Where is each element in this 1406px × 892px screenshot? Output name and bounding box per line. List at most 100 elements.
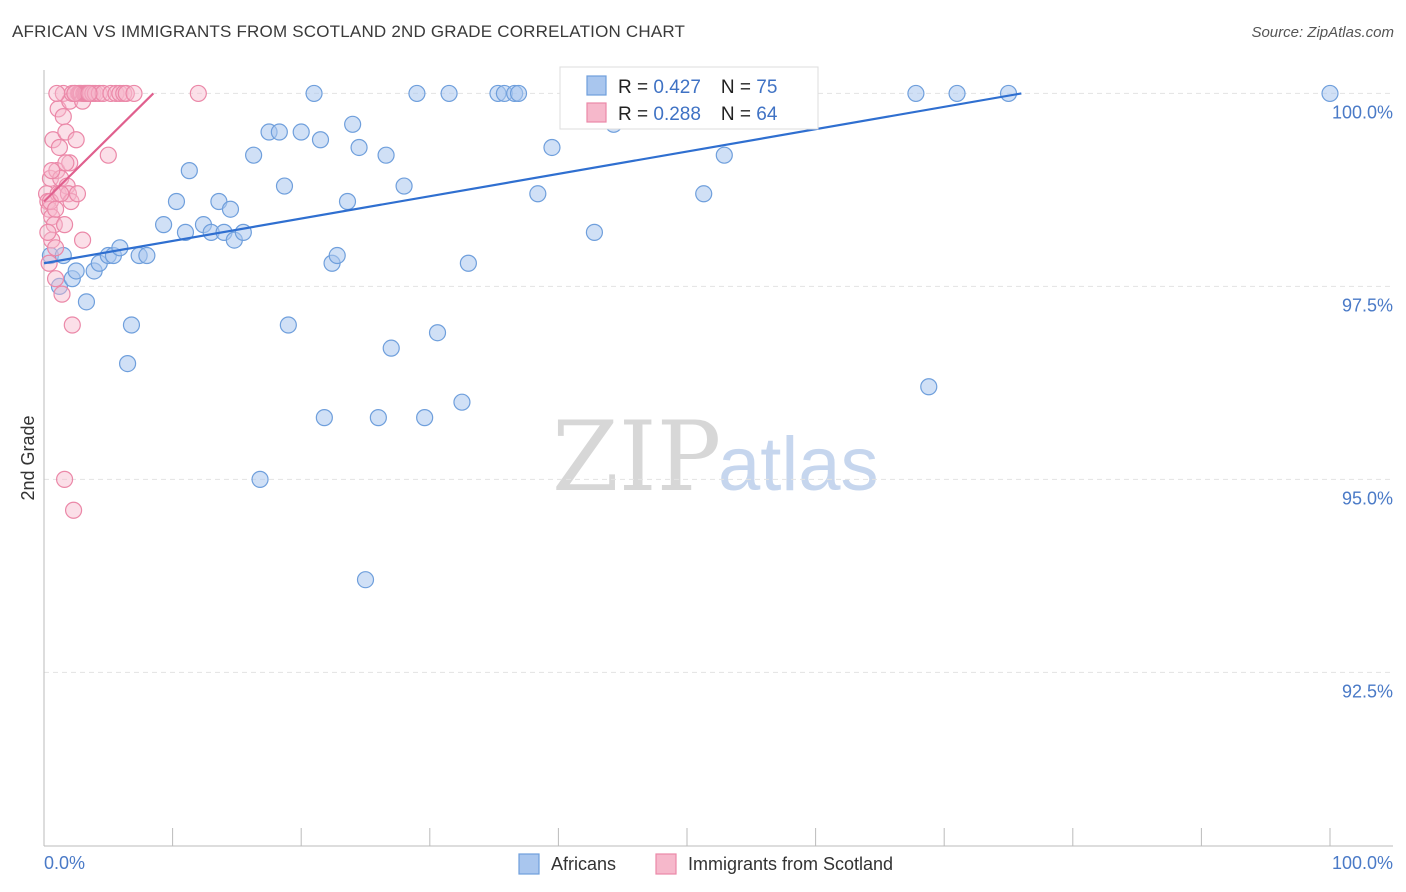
africans-point bbox=[999, 84, 1018, 103]
africans-point bbox=[292, 123, 310, 141]
africans-point bbox=[453, 393, 471, 411]
y-tick-labels: 100.0% 97.5% 95.0% 92.5% bbox=[1332, 102, 1393, 701]
scotland-point bbox=[63, 316, 81, 334]
scotland-point bbox=[55, 216, 74, 234]
africans-point bbox=[543, 138, 561, 157]
africans-point bbox=[251, 470, 269, 488]
scotland-point bbox=[111, 84, 129, 103]
legend-africans-n-value: 75 bbox=[756, 77, 777, 98]
scotland-point bbox=[57, 154, 75, 172]
scotland-point bbox=[43, 162, 61, 180]
africans-point bbox=[221, 200, 240, 218]
africans-point bbox=[529, 185, 547, 203]
legend-africans-n-label: N = bbox=[721, 77, 756, 98]
y-tick-label: 92.5% bbox=[1342, 681, 1393, 701]
africans-point bbox=[395, 177, 413, 195]
africans-point bbox=[382, 339, 400, 357]
africans-point bbox=[338, 192, 357, 211]
legend-scotland-n-label: N = bbox=[721, 104, 756, 125]
africans-point bbox=[440, 84, 458, 103]
africans-point bbox=[154, 216, 173, 234]
africans-point bbox=[279, 316, 297, 334]
africans-point bbox=[356, 571, 375, 589]
bottom-legend-africans: Africans bbox=[551, 854, 616, 874]
africans-point bbox=[907, 84, 925, 103]
africans-point bbox=[305, 84, 323, 103]
africans-point bbox=[715, 146, 733, 164]
x-tick-label-max: 100.0% bbox=[1332, 853, 1393, 873]
bottom-legend-swatch-africans bbox=[518, 853, 540, 875]
africans-point bbox=[428, 324, 447, 342]
africans-point bbox=[459, 254, 477, 272]
africans-point bbox=[369, 409, 387, 427]
legend-africans-r-label: R = bbox=[618, 77, 653, 98]
scotland-point bbox=[189, 84, 207, 103]
africans-point bbox=[111, 239, 129, 257]
africans-point bbox=[138, 246, 156, 265]
scotland-point bbox=[50, 138, 69, 157]
africans-point bbox=[509, 84, 528, 103]
scotland-point bbox=[66, 84, 84, 103]
africans-point bbox=[328, 246, 346, 265]
watermark-atlas: atlas bbox=[718, 422, 879, 507]
africans-point bbox=[585, 223, 604, 241]
africans-point bbox=[344, 115, 362, 133]
africans-point bbox=[118, 354, 137, 373]
legend-scotland-r-value: 0.288 bbox=[653, 104, 701, 125]
x-tick-label-min: 0.0% bbox=[44, 853, 85, 873]
africans-point bbox=[270, 123, 288, 141]
source-credit[interactable]: Source: ZipAtlas.com bbox=[1251, 24, 1394, 41]
scotland-point bbox=[46, 239, 65, 257]
africans-point bbox=[377, 146, 395, 164]
africans-point bbox=[416, 409, 434, 427]
scotland-point bbox=[80, 84, 98, 103]
legend-africans-stats: R = 0.427 N = 75 bbox=[618, 77, 777, 98]
africans-point bbox=[350, 138, 368, 157]
scotland-trend-line bbox=[43, 92, 155, 203]
scotland-point bbox=[64, 501, 83, 519]
bottom-legend-swatch-scotland bbox=[655, 853, 677, 875]
africans-point bbox=[122, 316, 141, 334]
legend-swatch-scotland bbox=[586, 102, 607, 123]
legend-africans-r-value: 0.427 bbox=[653, 77, 701, 98]
africans-point bbox=[67, 262, 85, 280]
africans-point bbox=[77, 293, 96, 311]
axes bbox=[43, 70, 1393, 847]
africans-point bbox=[315, 409, 333, 427]
chart-title: AFRICAN VS IMMIGRANTS FROM SCOTLAND 2ND … bbox=[12, 22, 686, 41]
scotland-point bbox=[55, 470, 74, 488]
bottom-legend-scotland: Immigrants from Scotland bbox=[688, 854, 893, 874]
scotland-point bbox=[125, 84, 143, 103]
africans-point bbox=[1321, 84, 1339, 103]
gridlines bbox=[44, 92, 1393, 673]
scotland-point bbox=[67, 131, 85, 149]
legend-swatch-africans bbox=[586, 75, 607, 96]
scotland-point bbox=[68, 185, 87, 203]
africans-point bbox=[180, 162, 198, 180]
africans-point bbox=[920, 378, 938, 396]
y-tick-label: 95.0% bbox=[1342, 488, 1393, 508]
legend-scotland-stats: R = 0.288 N = 64 bbox=[618, 104, 778, 125]
watermark-zip: ZIP bbox=[552, 401, 721, 513]
scotland-point bbox=[52, 185, 70, 203]
y-tick-label: 97.5% bbox=[1342, 295, 1393, 315]
legend-scotland-r-label: R = bbox=[618, 104, 653, 125]
africans-point bbox=[948, 84, 966, 103]
scotland-points bbox=[37, 84, 207, 519]
africans-trend-line bbox=[43, 92, 1022, 265]
scotland-point bbox=[39, 223, 57, 241]
africans-point bbox=[311, 131, 330, 149]
scotland-point bbox=[46, 200, 65, 218]
africans-point bbox=[167, 192, 186, 211]
scotland-point bbox=[73, 231, 92, 249]
y-axis-label: 2nd Grade bbox=[18, 415, 38, 500]
scotland-point bbox=[48, 84, 66, 103]
y-tick-label: 100.0% bbox=[1332, 102, 1393, 122]
africans-point bbox=[408, 84, 426, 103]
scotland-point bbox=[53, 285, 71, 303]
legend-scotland-n-value: 64 bbox=[756, 104, 778, 125]
scotland-point bbox=[61, 154, 79, 172]
scotland-point bbox=[46, 270, 65, 288]
africans-point bbox=[275, 177, 294, 195]
